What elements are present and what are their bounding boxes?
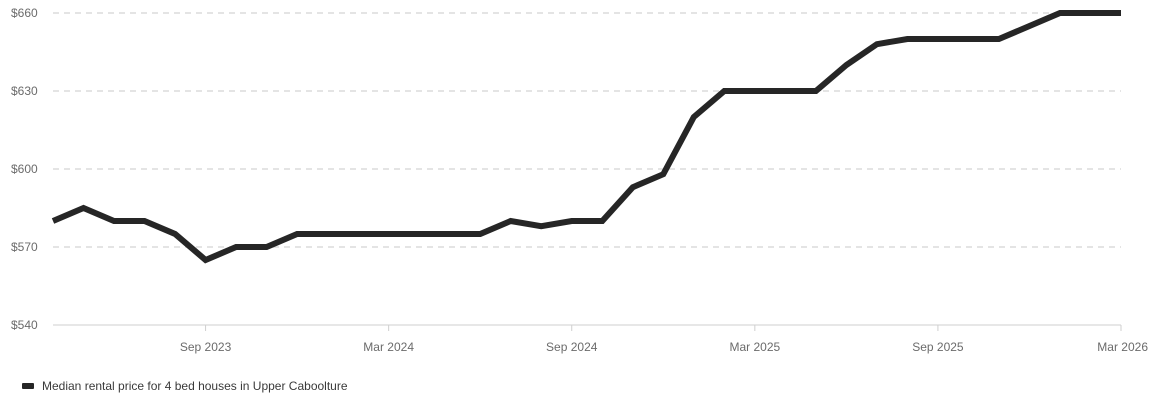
x-axis: Sep 2023 Mar 2024 Sep 2024 Mar 2025 Sep 2025… — [53, 324, 1148, 354]
x-tick-label: Sep 2025 — [912, 340, 964, 354]
y-tick-label: $660 — [11, 6, 38, 20]
y-tick-label: $540 — [11, 318, 38, 332]
y-axis: $660 $630 $600 $570 $540 — [11, 6, 38, 332]
y-tick-label: $630 — [11, 84, 38, 98]
x-tick-label: Sep 2024 — [546, 340, 598, 354]
y-tick-label: $570 — [11, 240, 38, 254]
y-tick-label: $600 — [11, 162, 38, 176]
grid-lines — [53, 12, 1121, 248]
x-tick-label: Mar 2026 — [1097, 340, 1148, 354]
series-layer — [51, 10, 1121, 264]
x-tick-label: Mar 2024 — [363, 340, 414, 354]
series-line-0 — [51, 10, 1121, 264]
legend-swatch — [22, 383, 34, 389]
legend-label: Median rental price for 4 bed houses in … — [42, 379, 348, 393]
x-tick-label: Sep 2023 — [180, 340, 232, 354]
x-tick-label: Mar 2025 — [729, 340, 780, 354]
legend: Median rental price for 4 bed houses in … — [22, 377, 348, 395]
